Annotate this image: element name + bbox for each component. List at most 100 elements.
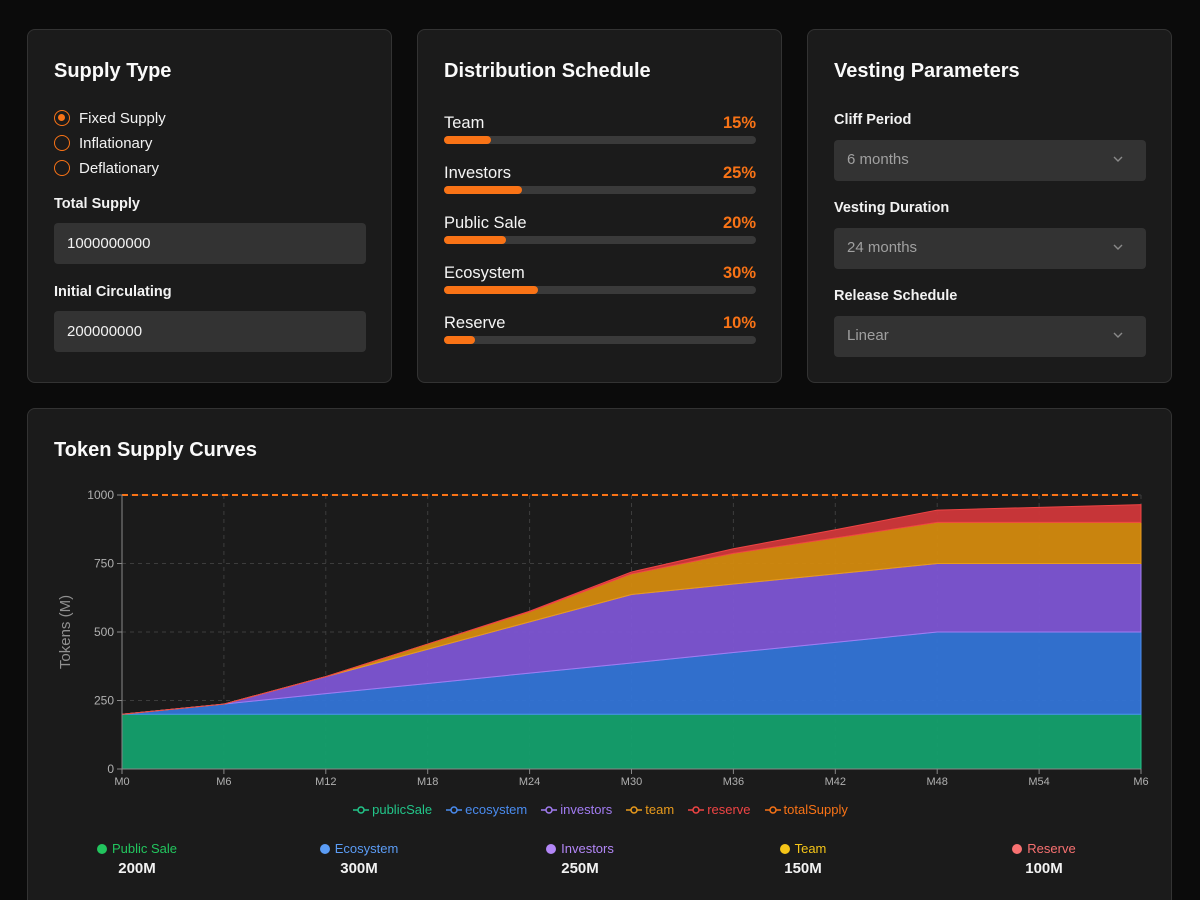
distribution-progress-fill bbox=[444, 186, 522, 194]
summary-value: 250M bbox=[561, 860, 599, 877]
vesting-parameters-title: Vesting Parameters bbox=[834, 60, 1020, 82]
summary-dot-icon bbox=[779, 843, 790, 854]
distribution-percent: 15% bbox=[722, 114, 756, 132]
x-tick-label: M18 bbox=[417, 776, 438, 788]
area-series-reserve bbox=[121, 504, 1142, 715]
distribution-progress-fill bbox=[444, 286, 538, 294]
distribution-progress-track bbox=[444, 336, 756, 344]
x-tick-label: M36 bbox=[723, 776, 744, 788]
summary-value: 200M bbox=[118, 860, 156, 877]
x-tick-label: M42 bbox=[825, 776, 846, 788]
summary-label: Public Sale bbox=[111, 841, 178, 856]
legend-item-investors[interactable]: investors bbox=[541, 802, 612, 817]
legend-label: investors bbox=[560, 802, 613, 817]
distribution-progress-track bbox=[444, 286, 756, 294]
summary-dot-icon bbox=[319, 843, 330, 854]
distribution-row-investors: Investors 25% bbox=[444, 164, 756, 194]
summary-label: Team bbox=[794, 841, 827, 856]
legend-item-reserve[interactable]: reserve bbox=[688, 802, 751, 817]
token-supply-chart: 0 250 500 750 1000 M0 M6 M12 M18 M24 M30 M36 M42 M48 M… bbox=[57, 488, 1149, 788]
legend-marker-icon bbox=[353, 805, 370, 814]
supply-type-title: Supply Type bbox=[54, 60, 172, 82]
summary-reserve: Reserve 100M bbox=[959, 841, 1129, 877]
x-tick-label: M54 bbox=[1028, 776, 1049, 788]
radio-label: Fixed Supply bbox=[79, 109, 166, 127]
distribution-label: Reserve bbox=[444, 314, 506, 332]
vesting-duration-select[interactable]: 24 months bbox=[834, 228, 1146, 269]
radio-label: Inflationary bbox=[79, 134, 153, 152]
release-schedule-label: Release Schedule bbox=[834, 288, 958, 304]
legend-marker-icon bbox=[764, 805, 781, 814]
chart-legend: publicSale ecosystem investors team reserve t… bbox=[28, 802, 1173, 817]
y-tick-label: 250 bbox=[94, 694, 114, 708]
legend-item-publicSale[interactable]: publicSale bbox=[353, 802, 432, 817]
y-tick-label: 1000 bbox=[87, 488, 114, 502]
chevron-down-icon bbox=[1113, 156, 1123, 162]
distribution-percent: 20% bbox=[722, 214, 756, 232]
initial-circulating-input[interactable] bbox=[54, 311, 366, 352]
distribution-row-team: Team 15% bbox=[444, 114, 756, 144]
legend-label: team bbox=[645, 802, 675, 817]
radio-inflationary[interactable]: Inflationary bbox=[54, 133, 152, 153]
y-tick-label: 0 bbox=[107, 762, 114, 776]
radio-deflationary[interactable]: Deflationary bbox=[54, 158, 159, 178]
cliff-period-label: Cliff Period bbox=[834, 112, 912, 128]
distribution-label: Public Sale bbox=[444, 214, 527, 232]
summary-dot-icon bbox=[1012, 843, 1023, 854]
cliff-period-value: 6 months bbox=[847, 151, 909, 168]
legend-label: ecosystem bbox=[465, 802, 528, 817]
total-supply-label: Total Supply bbox=[54, 196, 140, 212]
summary-name: Team bbox=[718, 841, 888, 856]
summary-dot-icon bbox=[96, 843, 107, 854]
summary-name: Reserve bbox=[959, 841, 1129, 856]
legend-marker-icon bbox=[446, 805, 463, 814]
distribution-progress-fill bbox=[444, 336, 476, 344]
radio-checked-icon[interactable] bbox=[54, 110, 70, 126]
distribution-row-reserve: Reserve 10% bbox=[444, 314, 756, 344]
legend-item-ecosystem[interactable]: ecosystem bbox=[446, 802, 527, 817]
release-schedule-value: Linear bbox=[847, 327, 889, 344]
legend-item-totalSupply[interactable]: totalSupply bbox=[764, 802, 848, 817]
x-tick-label: M0 bbox=[114, 776, 129, 788]
distribution-label: Ecosystem bbox=[444, 264, 525, 282]
radio-unchecked-icon[interactable] bbox=[54, 160, 70, 176]
y-axis-label: Tokens (M) bbox=[57, 595, 74, 669]
legend-marker-icon bbox=[626, 805, 643, 814]
radio-unchecked-icon[interactable] bbox=[54, 135, 70, 151]
radio-fixed-supply[interactable]: Fixed Supply bbox=[54, 108, 166, 128]
summary-team: Team 150M bbox=[718, 841, 888, 877]
summary-ecosystem: Ecosystem 300M bbox=[274, 841, 444, 877]
summary-label: Investors bbox=[561, 841, 614, 856]
distribution-progress-fill bbox=[444, 136, 491, 144]
token-supply-chart-card: Token Supply Curves 0 250 500 750 1000 M0 M6 M1… bbox=[27, 408, 1172, 900]
distribution-row-ecosystem: Ecosystem 30% bbox=[444, 264, 756, 294]
x-tick-label: M12 bbox=[315, 776, 336, 788]
distribution-percent: 30% bbox=[722, 264, 756, 282]
legend-item-team[interactable]: team bbox=[626, 802, 674, 817]
summary-name: Public Sale bbox=[52, 841, 222, 856]
distribution-progress-track bbox=[444, 236, 756, 244]
legend-label: publicSale bbox=[372, 802, 433, 817]
x-tick-label: M48 bbox=[926, 776, 947, 788]
x-tick-label: M6 bbox=[1133, 776, 1148, 788]
release-schedule-select[interactable]: Linear bbox=[834, 316, 1146, 357]
summary-value: 100M bbox=[1025, 860, 1063, 877]
distribution-progress-track bbox=[444, 186, 756, 194]
total-supply-input[interactable] bbox=[54, 223, 366, 264]
cliff-period-select[interactable]: 6 months bbox=[834, 140, 1146, 181]
distribution-schedule-card: Distribution Schedule Team 15% Investors 25… bbox=[417, 29, 782, 383]
summary-investors: Investors 250M bbox=[495, 841, 665, 877]
summary-label: Reserve bbox=[1027, 841, 1076, 856]
x-tick-label: M24 bbox=[519, 776, 540, 788]
radio-label: Deflationary bbox=[79, 159, 160, 177]
legend-marker-icon bbox=[541, 805, 558, 814]
summary-name: Ecosystem bbox=[274, 841, 444, 856]
distribution-schedule-title: Distribution Schedule bbox=[444, 60, 651, 82]
summary-value: 150M bbox=[784, 860, 822, 877]
summary-value: 300M bbox=[340, 860, 378, 877]
area-series-publicSale bbox=[121, 713, 1142, 770]
summary-name: Investors bbox=[495, 841, 665, 856]
distribution-label: Investors bbox=[444, 164, 511, 182]
y-tick-label: 750 bbox=[94, 557, 114, 571]
chart-title: Token Supply Curves bbox=[54, 439, 258, 461]
